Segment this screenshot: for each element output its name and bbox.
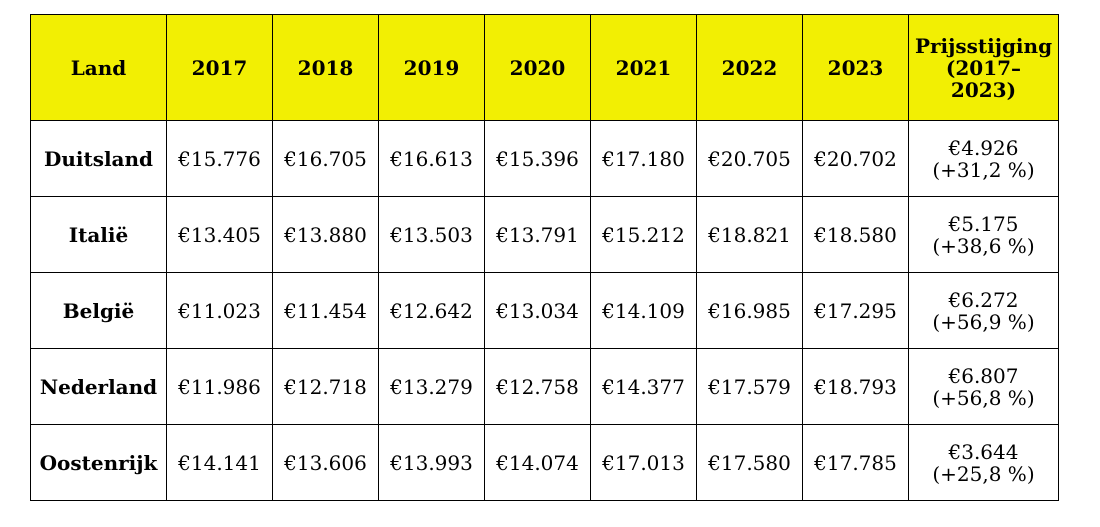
increase-percent: (+56,8 %) [932,385,1035,410]
table-row: België €11.023 €11.454 €12.642 €13.034 €… [30,272,1059,349]
price-cell: €17.295 [802,272,909,349]
increase-cell: €6.272 (+56,9 %) [908,272,1059,349]
price-cell: €18.821 [696,196,803,273]
increase-cell: €5.175 (+38,6 %) [908,196,1059,273]
increase-amount: €5.175 [948,211,1019,236]
country-cell: Italië [30,196,167,273]
increase-cell: €4.926 (+31,2 %) [908,120,1059,197]
header-label-line: 2023) [950,77,1017,102]
table-row: Oostenrijk €14.141 €13.606 €13.993 €14.0… [30,424,1059,501]
price-cell: €17.580 [696,424,803,501]
country-cell: Duitsland [30,120,167,197]
price-cell: €13.503 [378,196,485,273]
price-cell: €15.396 [484,120,591,197]
increase-amount: €6.807 [948,363,1019,388]
header-cell-2017: 2017 [166,14,273,121]
country-cell: Nederland [30,348,167,425]
price-cell: €11.023 [166,272,273,349]
price-cell: €15.212 [590,196,697,273]
price-cell: €13.606 [272,424,379,501]
increase-percent: (+56,9 %) [932,309,1035,334]
price-cell: €17.785 [802,424,909,501]
price-cell: €12.758 [484,348,591,425]
price-cell: €14.109 [590,272,697,349]
price-cell: €20.702 [802,120,909,197]
increase-amount: €6.272 [948,287,1019,312]
header-cell-2018: 2018 [272,14,379,121]
header-cell-2020: 2020 [484,14,591,121]
table-row: Duitsland €15.776 €16.705 €16.613 €15.39… [30,120,1059,197]
increase-cell: €3.644 (+25,8 %) [908,424,1059,501]
price-cell: €13.993 [378,424,485,501]
header-cell-2022: 2022 [696,14,803,121]
price-cell: €11.454 [272,272,379,349]
increase-percent: (+31,2 %) [932,157,1035,182]
header-label-line: Prijsstijging [914,33,1053,58]
increase-percent: (+38,6 %) [932,233,1035,258]
price-cell: €17.579 [696,348,803,425]
price-cell: €15.776 [166,120,273,197]
increase-amount: €4.926 [948,135,1019,160]
header-cell-2023: 2023 [802,14,909,121]
price-cell: €17.180 [590,120,697,197]
price-cell: €13.880 [272,196,379,273]
table-row: Nederland €11.986 €12.718 €13.279 €12.75… [30,348,1059,425]
header-cell-2021: 2021 [590,14,697,121]
header-cell-2019: 2019 [378,14,485,121]
price-cell: €18.793 [802,348,909,425]
price-cell: €13.791 [484,196,591,273]
country-cell: Oostenrijk [30,424,167,501]
price-cell: €14.141 [166,424,273,501]
header-cell-land: Land [30,14,167,121]
price-cell: €14.074 [484,424,591,501]
increase-percent: (+25,8 %) [932,461,1035,486]
price-cell: €14.377 [590,348,697,425]
price-cell: €13.034 [484,272,591,349]
increase-cell: €6.807 (+56,8 %) [908,348,1059,425]
price-cell: €16.705 [272,120,379,197]
table-header-row: Land 2017 2018 2019 2020 2021 2022 2023 … [30,14,1059,121]
price-cell: €13.279 [378,348,485,425]
price-cell: €18.580 [802,196,909,273]
price-cell: €12.642 [378,272,485,349]
price-comparison-table: Land 2017 2018 2019 2020 2021 2022 2023 … [30,14,1059,501]
price-cell: €16.613 [378,120,485,197]
header-cell-price-increase: Prijsstijging (2017– 2023) [908,14,1059,121]
price-cell: €13.405 [166,196,273,273]
price-cell: €11.986 [166,348,273,425]
table-row: Italië €13.405 €13.880 €13.503 €13.791 €… [30,196,1059,273]
price-cell: €16.985 [696,272,803,349]
increase-amount: €3.644 [948,439,1019,464]
country-cell: België [30,272,167,349]
price-cell: €17.013 [590,424,697,501]
price-cell: €20.705 [696,120,803,197]
price-cell: €12.718 [272,348,379,425]
header-label-line: (2017– [945,55,1022,80]
